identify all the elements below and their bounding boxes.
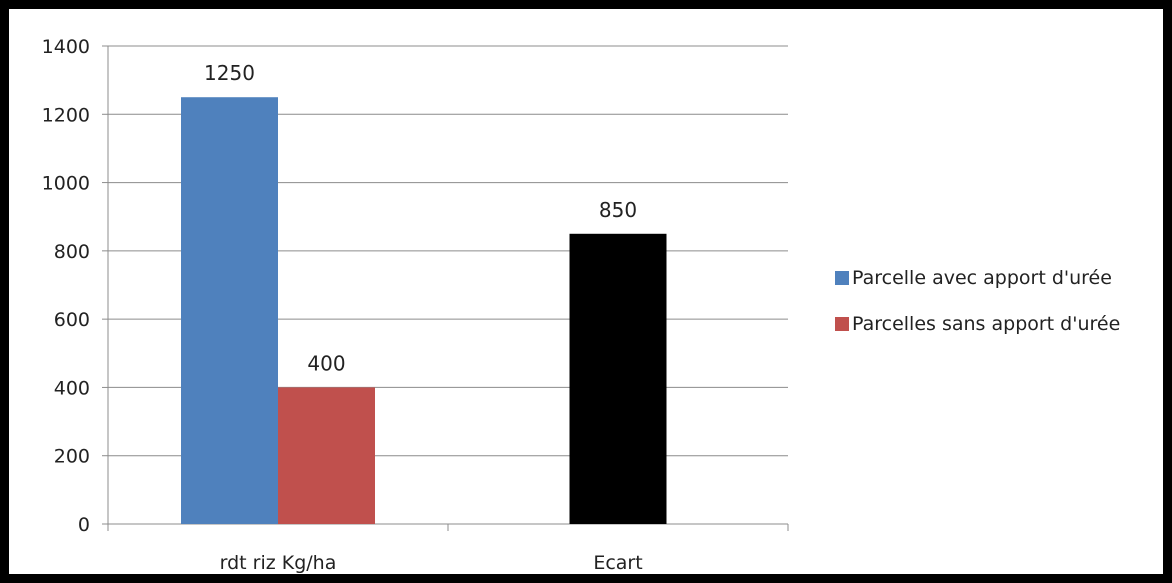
bar (278, 387, 375, 524)
legend-swatch (835, 317, 849, 331)
data-label: 850 (599, 198, 637, 222)
y-tick-label: 800 (54, 241, 90, 263)
y-tick-label: 1000 (42, 173, 90, 195)
y-tick-label: 200 (54, 446, 90, 468)
bar (181, 97, 278, 524)
x-tick-label: rdt riz Kg/ha (220, 552, 337, 574)
y-tick-label: 0 (78, 514, 90, 536)
legend-label: Parcelles sans apport d'urée (852, 313, 1120, 335)
legend: Parcelle avec apport d'urée Parcelles san… (835, 267, 1120, 335)
y-tick-label: 1200 (42, 104, 90, 126)
y-tick-label: 600 (54, 309, 90, 331)
y-axis-ticks: 0 200 400 600 800 1000 1200 1400 (42, 36, 90, 536)
legend-label: Parcelle avec apport d'urée (852, 267, 1112, 289)
bar (569, 233, 667, 525)
bars (181, 97, 667, 525)
data-label: 400 (307, 351, 345, 375)
data-label: 1250 (204, 61, 255, 85)
y-tick-label: 400 (54, 377, 90, 399)
y-tick-label: 1400 (42, 36, 90, 58)
legend-swatch (835, 271, 849, 285)
data-labels: 1250 400 850 (204, 61, 637, 375)
x-tick-label: Ecart (593, 552, 642, 574)
x-axis-ticks: rdt riz Kg/ha Ecart (220, 552, 643, 574)
